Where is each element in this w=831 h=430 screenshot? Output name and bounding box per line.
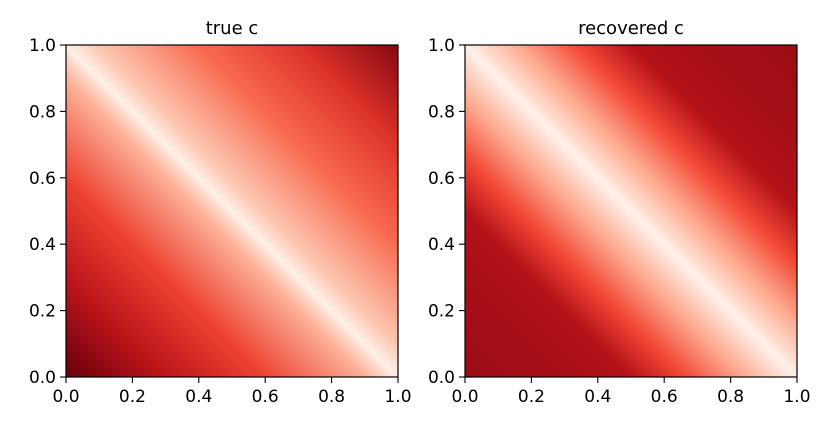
right-panel: recovered c 0.0 0.2 0.4 0.6 0.8 1.0 0.0 0.2 0.4 0.… <box>428 18 811 407</box>
right-y-tick-label: 0.4 <box>428 235 455 255</box>
right-y-tick-label: 0.8 <box>428 102 455 122</box>
right-y-tick-label: 0.6 <box>428 169 455 189</box>
right-x-tick-label: 0.2 <box>518 387 545 407</box>
right-x-tick-label: 0.6 <box>651 387 678 407</box>
right-y-tick-label: 0.2 <box>428 302 455 322</box>
right-heatmap-image <box>465 45 797 377</box>
left-y-tick-label: 0.8 <box>29 102 56 122</box>
right-axes-frame <box>464 44 798 378</box>
left-y-tick-label: 0.2 <box>29 302 56 322</box>
left-heatmap-image <box>66 45 398 377</box>
right-x-tick-label: 0.8 <box>717 387 744 407</box>
right-chart-title: recovered c <box>578 18 684 39</box>
left-x-tick-label: 0.6 <box>252 387 279 407</box>
left-panel: true c 0.0 0.2 0.4 0.6 0.8 1.0 0.0 0.2 0.4 0.6 0.8 1… <box>29 18 412 407</box>
left-y-tick-label: 0.4 <box>29 235 56 255</box>
right-x-tick-label: 1.0 <box>783 387 810 407</box>
left-axes-frame <box>65 44 399 378</box>
left-x-tick-label: 0.8 <box>318 387 345 407</box>
left-x-tick-label: 1.0 <box>384 387 411 407</box>
left-y-tick-label: 1.0 <box>29 36 56 56</box>
left-y-tick-label: 0.0 <box>29 368 56 388</box>
right-x-tick-label: 0.0 <box>451 387 478 407</box>
right-y-tick-label: 0.0 <box>428 368 455 388</box>
right-x-tick-label: 0.4 <box>584 387 611 407</box>
left-chart-title: true c <box>206 18 259 39</box>
right-y-tick-label: 1.0 <box>428 36 455 56</box>
left-x-tick-label: 0.2 <box>119 387 146 407</box>
left-x-tick-label: 0.4 <box>185 387 212 407</box>
left-x-tick-label: 0.0 <box>52 387 79 407</box>
left-y-tick-label: 0.6 <box>29 169 56 189</box>
